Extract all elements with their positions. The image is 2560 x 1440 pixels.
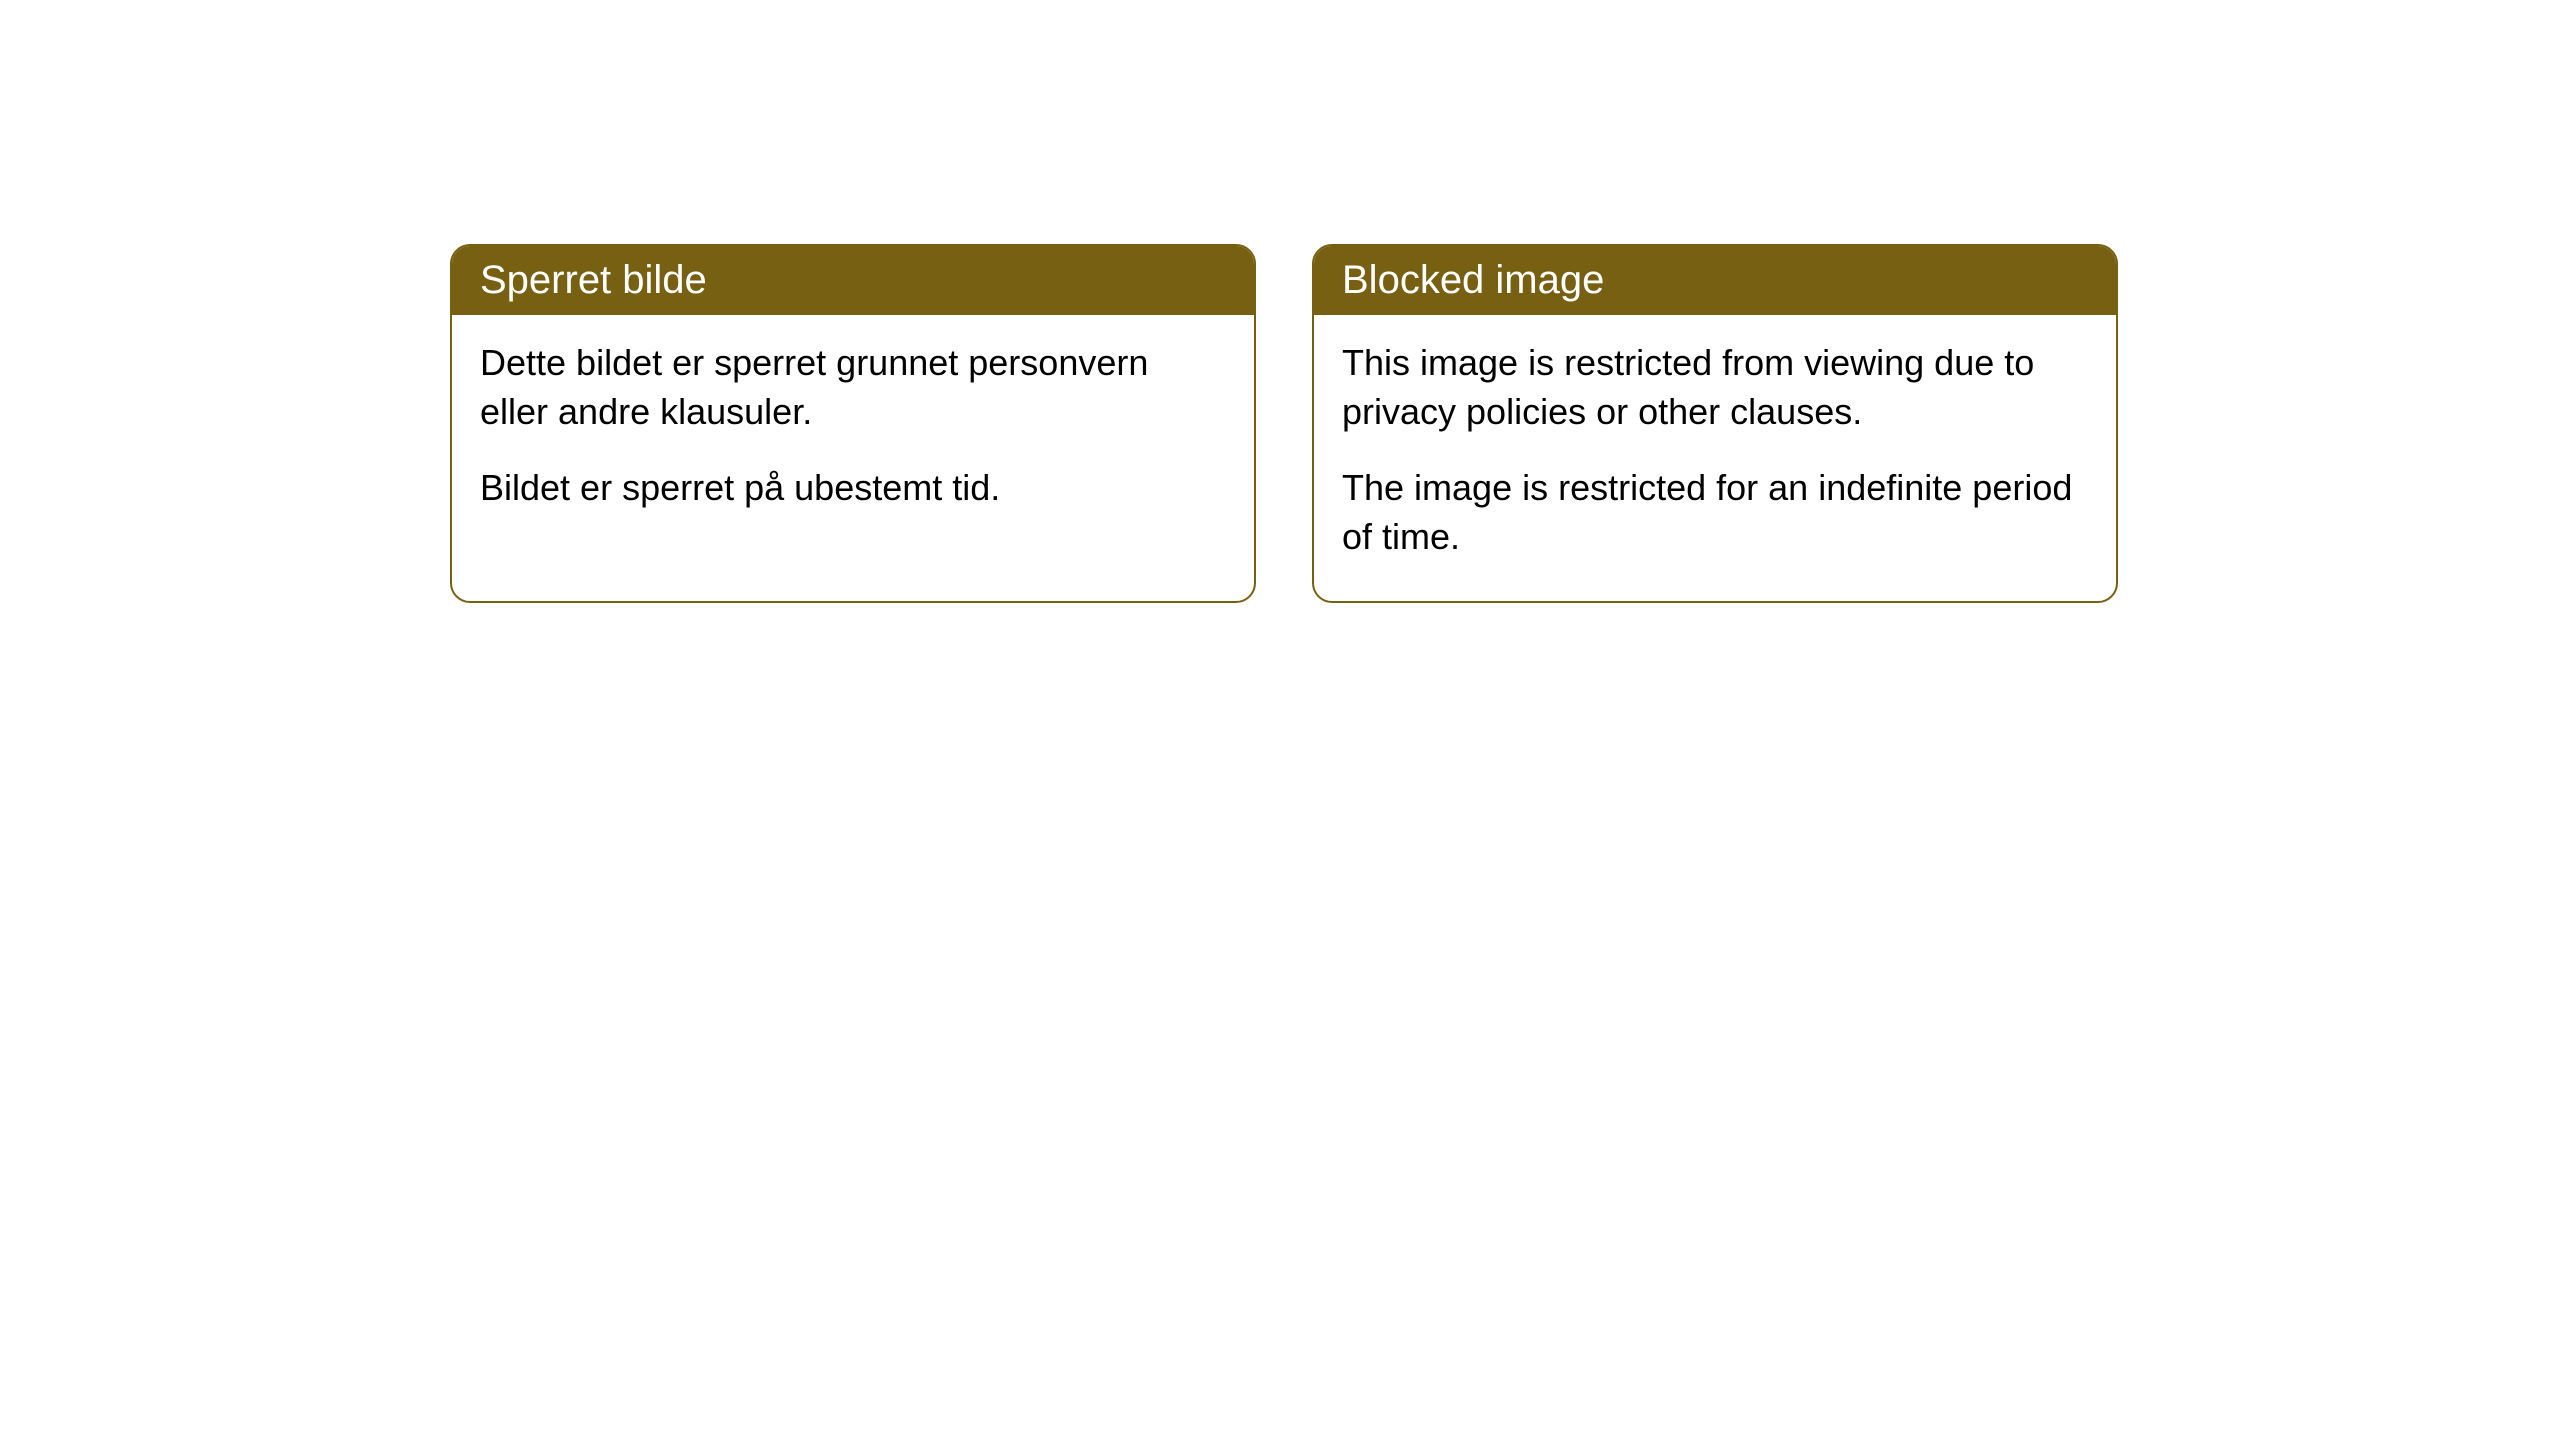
card-body-english: This image is restricted from viewing du… [1314,315,2116,601]
card-paragraph-2-norwegian: Bildet er sperret på ubestemt tid. [480,464,1226,513]
card-body-norwegian: Dette bildet er sperret grunnet personve… [452,315,1254,553]
card-header-norwegian: Sperret bilde [452,246,1254,315]
card-paragraph-1-english: This image is restricted from viewing du… [1342,339,2088,436]
blocked-image-card-norwegian: Sperret bilde Dette bildet er sperret gr… [450,244,1256,603]
blocked-image-card-english: Blocked image This image is restricted f… [1312,244,2118,603]
card-header-english: Blocked image [1314,246,2116,315]
notice-cards-container: Sperret bilde Dette bildet er sperret gr… [450,244,2118,603]
card-title-english: Blocked image [1342,258,1604,302]
card-paragraph-1-norwegian: Dette bildet er sperret grunnet personve… [480,339,1226,436]
card-paragraph-2-english: The image is restricted for an indefinit… [1342,464,2088,561]
card-title-norwegian: Sperret bilde [480,258,707,302]
